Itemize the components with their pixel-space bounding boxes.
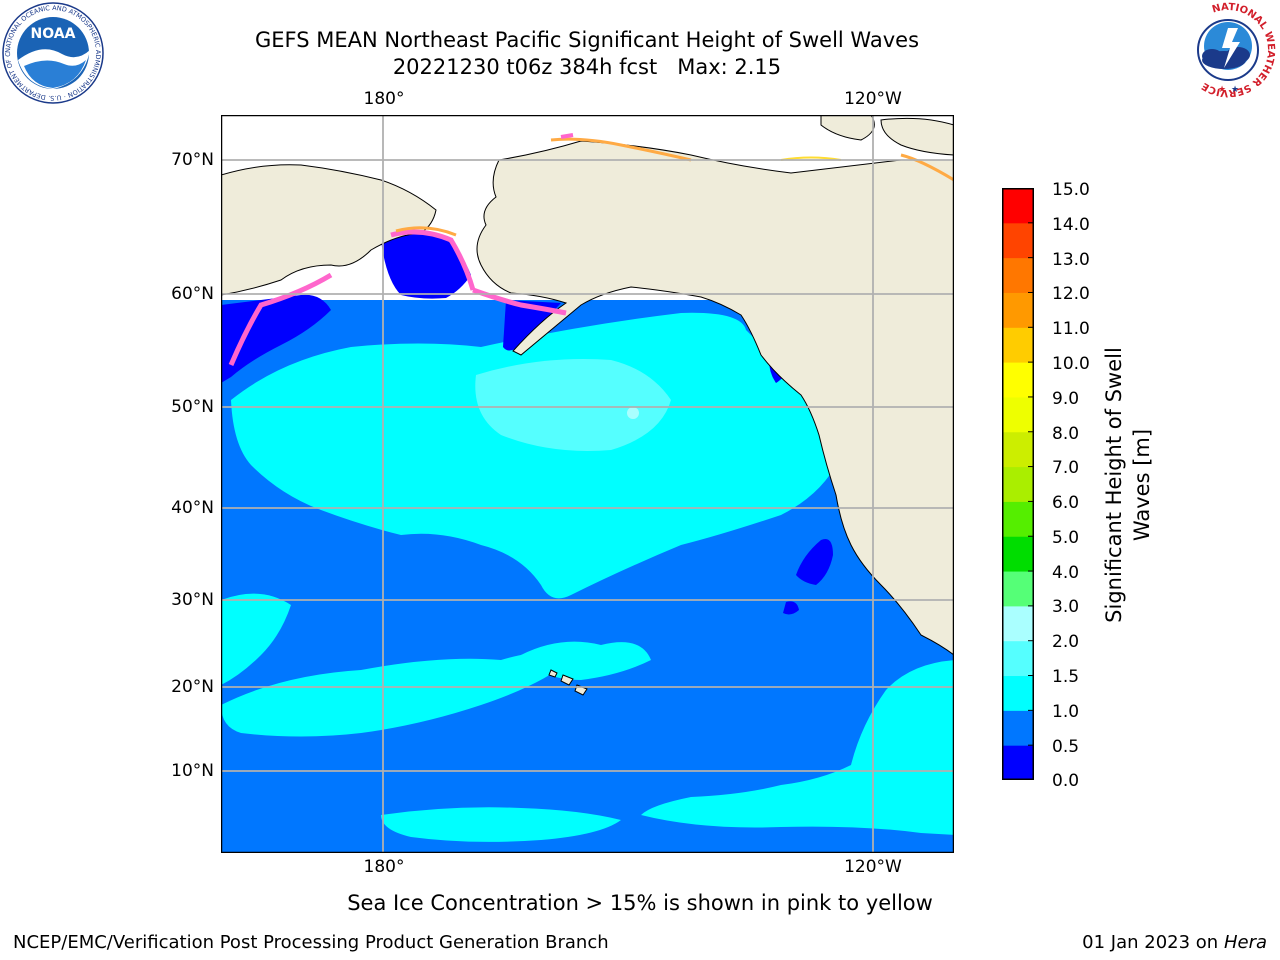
swell-1p0-1p5 [221,312,954,842]
cbar-tick-3.0: 3.0 [1052,597,1080,617]
colorbar-segment [1002,431,1034,468]
colorbar-segment [1002,396,1034,433]
colorbar-segment [1002,362,1034,398]
lat-label-30n: 30°N [171,590,214,610]
colorbar-segment [1002,675,1034,711]
lon-label-top-180: 180° [363,89,405,109]
cbar-tick-14.0: 14.0 [1052,215,1090,235]
colorbar [1002,188,1034,780]
lat-label-50n: 50°N [171,397,214,417]
colorbar-segment [1002,257,1034,293]
cbar-tick-12.0: 12.0 [1052,284,1090,304]
land [221,115,954,696]
alaska-canada [476,140,954,656]
colorbar-segment [1002,222,1034,259]
sea-ice [228,133,954,366]
colorbar-segment [1002,640,1034,677]
cbar-tick-5.0: 5.0 [1052,528,1080,548]
noaa-logo: NATIONAL OCEANIC AND ATMOSPHERIC ADMINIS… [0,0,104,104]
svg-text:★: ★ [1231,85,1239,95]
arctic-island-2 [880,117,954,156]
colorbar-label: Significant Height of Swell Waves [m] [1100,325,1156,645]
colorbar-segment [1002,466,1034,502]
colorbar-segment [1002,292,1034,328]
cbar-tick-4.0: 4.0 [1052,563,1080,583]
lat-label-60n: 60°N [171,284,214,304]
footer-date-text: 01 Jan 2023 on [1082,932,1224,953]
lat-label-40n: 40°N [171,498,214,518]
colorbar-segment [1002,710,1034,746]
cbar-tick-1.0: 1.0 [1052,702,1080,722]
swell-0p0-0p5 [221,233,833,615]
colorbar-segment [1002,536,1034,572]
cbar-tick-15.0: 15.0 [1052,180,1090,200]
cbar-tick-6.0: 6.0 [1052,493,1080,513]
svg-text:NOAA: NOAA [31,26,76,42]
cbar-tick-1.5: 1.5 [1052,667,1080,687]
cbar-tick-0.0: 0.0 [1052,771,1080,791]
lon-label-bottom-180: 180° [363,857,405,877]
colorbar-segment [1002,605,1034,642]
lat-label-20n: 20°N [171,677,214,697]
gridlines [221,115,954,853]
nws-logo: NATIONAL WEATHER SERVICE ★ ★ [1178,0,1278,100]
lat-label-10n: 10°N [171,761,214,781]
footer-host: Hera [1223,932,1267,953]
lon-label-top-120w: 120°W [844,89,902,109]
colorbar-segment [1002,571,1034,607]
lon-label-bottom-120w: 120°W [844,857,902,877]
chart-title: GEFS MEAN Northeast Pacific Significant … [254,28,920,52]
cbar-tick-9.0: 9.0 [1052,389,1080,409]
sea-ice-note: Sea Ice Concentration > 15% is shown in … [347,891,933,915]
swell-map [221,115,954,853]
colorbar-segment [1002,745,1034,780]
colorbar-border [1002,188,1034,780]
lat-label-70n: 70°N [171,150,214,170]
colorbar-segment [1002,327,1034,363]
cbar-tick-8.0: 8.0 [1052,424,1080,444]
cbar-tick-10.0: 10.0 [1052,354,1090,374]
cbar-tick-11.0: 11.0 [1052,319,1090,339]
cbar-tick-7.0: 7.0 [1052,458,1080,478]
cbar-tick-13.0: 13.0 [1052,250,1090,270]
colorbar-label-line2: Waves [m] [1130,428,1154,542]
cbar-tick-2.0: 2.0 [1052,632,1080,652]
swell-1p5-2p0 [475,359,671,451]
footer-credit: NCEP/EMC/Verification Post Processing Pr… [13,932,609,953]
cbar-tick-0.5: 0.5 [1052,737,1080,757]
colorbar-label-line1: Significant Height of Swell [1102,347,1126,623]
hawaii-islands [548,669,588,696]
chart-subtitle: 20221230 t06z 384h fcst Max: 2.15 [392,55,782,79]
svg-text:★: ★ [1218,85,1226,95]
colorbar-segment [1002,501,1034,537]
colorbar-segment [1002,188,1034,224]
footer-date: 01 Jan 2023 on Hera [1082,932,1267,953]
